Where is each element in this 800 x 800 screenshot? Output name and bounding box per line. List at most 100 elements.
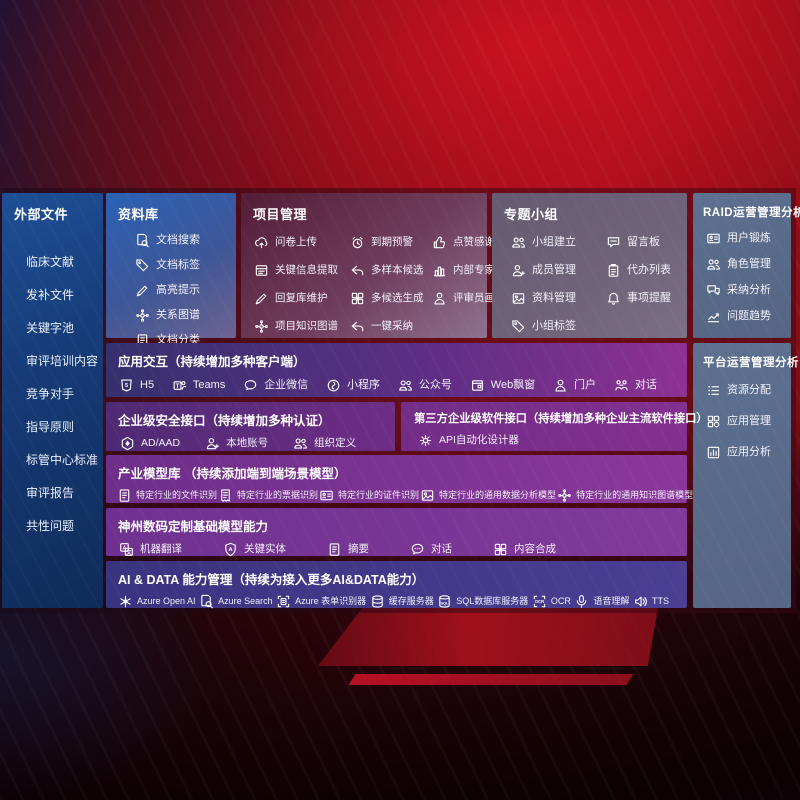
client-item[interactable]: Web飘窗 (469, 377, 535, 393)
feature-item[interactable]: 代办列表 (605, 262, 683, 278)
service-label: SQL数据库服务器 (456, 595, 529, 606)
sidebar-item[interactable]: 审评报告 (26, 483, 103, 504)
auth-item[interactable]: 本地账号 (204, 435, 268, 451)
feature-item[interactable]: 留言板 (605, 234, 683, 250)
feature-item[interactable]: 文档分类 (134, 332, 236, 348)
model-item[interactable]: 特定行业的通用知识图谱模型 (556, 487, 693, 503)
model-item[interactable]: 特定行业的证件识别 (318, 487, 419, 503)
service-item[interactable]: TTS (632, 593, 669, 609)
capability-label: 对话 (431, 542, 452, 555)
feature-item[interactable]: 关键信息提取 (253, 262, 349, 278)
feature-item[interactable]: 文档标签 (134, 257, 236, 273)
feature-item[interactable]: 资源分配 (705, 382, 791, 398)
feature-item[interactable]: 用户锻炼 (705, 230, 791, 246)
receipt-icon (217, 487, 234, 503)
model-item[interactable]: 特定行业的文件识别 (116, 487, 217, 503)
client-label: 公众号 (418, 378, 452, 391)
model-item[interactable]: 特定行业的通用数据分析模型 (419, 487, 556, 503)
client-item[interactable]: 企业微信 (242, 377, 308, 393)
feature-item[interactable]: 到期预警 (349, 234, 431, 250)
thirdparty-interface-title: 第三方企业级软件接口（持续增加多种企业主流软件接口） (414, 413, 708, 425)
service-item[interactable]: SQL SQL数据库服务器 (436, 593, 528, 609)
feature-item[interactable]: 一键采纳 (349, 318, 431, 334)
client-item[interactable]: T Teams (171, 377, 225, 393)
capability-item[interactable]: A 关键实体 (222, 541, 286, 557)
feature-label: 事项提醒 (627, 291, 671, 304)
doc-icon (326, 541, 343, 557)
feature-item[interactable]: 高亮提示 (134, 282, 236, 298)
service-item[interactable]: OCR OCR (531, 593, 571, 609)
sidebar-item[interactable]: 共性问题 (26, 516, 103, 537)
feature-item[interactable]: 多候选生成 (349, 290, 431, 306)
feature-item[interactable]: 采纳分析 (705, 282, 791, 298)
feature-label: 问题趋势 (727, 309, 771, 322)
sidebar-item-label: 临床文献 (26, 255, 75, 269)
client-item[interactable]: 公众号 (397, 377, 452, 393)
feature-item[interactable]: 成员管理 (510, 262, 605, 278)
service-item[interactable]: 缓存服务器 (369, 593, 434, 609)
feature-item[interactable]: 多样本候选 (349, 262, 431, 278)
library-panel: 资料库 文档搜索 文档标签 高亮提示 关系图谱 文档分类 (106, 193, 236, 347)
svg-text:A: A (123, 545, 127, 551)
feature-item[interactable]: 小组标签 (510, 318, 605, 334)
feature-item[interactable]: 关系图谱 (134, 307, 236, 323)
model-item[interactable]: 特定行业的票据识别 (217, 487, 318, 503)
form-recognizer-icon (275, 593, 292, 609)
feature-item[interactable]: 问题趋势 (705, 308, 791, 324)
feature-item[interactable]: 应用管理 (705, 413, 791, 429)
client-label: 对话 (634, 378, 657, 391)
sidebar-item[interactable]: 发补文件 (26, 285, 103, 306)
sidebar-item-label: 关键字池 (26, 321, 75, 335)
feature-item[interactable]: 文档搜索 (134, 232, 236, 248)
service-item[interactable]: Azure Open AI (117, 593, 196, 609)
service-item[interactable]: Azure Search (198, 593, 273, 609)
topic-group-title: 专题小组 (504, 207, 559, 222)
client-item[interactable]: 小程序 (325, 377, 380, 393)
integration-item[interactable]: API自动化设计器 (417, 432, 519, 448)
network-icon (134, 307, 151, 323)
client-item[interactable]: 对话 (613, 377, 657, 393)
feature-label: 资源分配 (727, 383, 771, 396)
feature-label: 文档标签 (156, 258, 200, 271)
service-item[interactable]: Azure 表单识别器 (275, 593, 366, 609)
service-item[interactable]: 语音理解 (573, 593, 629, 609)
sidebar-item[interactable]: 关键字池 (26, 318, 103, 339)
gear-icon (417, 432, 434, 448)
feature-item[interactable]: 问卷上传 (253, 234, 349, 250)
platform-ops-list: 资源分配 应用管理 应用分析 (693, 370, 791, 460)
client-item[interactable]: 5 H5 (118, 377, 154, 393)
feature-item[interactable]: 应用分析 (705, 444, 791, 460)
feature-item[interactable]: 角色管理 (705, 256, 791, 272)
capability-item[interactable]: 摘要 (326, 541, 369, 557)
id-card-icon (318, 487, 335, 503)
feature-item[interactable]: 项目知识图谱 (253, 318, 349, 334)
feature-item[interactable]: 事项提醒 (605, 290, 683, 306)
reply-icon (349, 318, 366, 334)
capability-item[interactable]: 对话 (409, 541, 452, 557)
platform-ops-title: 平台运营管理分析 (703, 357, 799, 369)
sidebar-item[interactable]: 指导原则 (26, 417, 103, 438)
feature-item[interactable]: 小组建立 (510, 234, 605, 250)
sidebar-item[interactable]: 审评培训内容 (26, 351, 103, 372)
sidebar-item[interactable]: 临床文献 (26, 252, 103, 273)
feature-label: 回复库维护 (275, 291, 328, 304)
feature-item[interactable]: 资料管理 (510, 290, 605, 306)
auth-item[interactable]: AD/AAD (119, 435, 180, 451)
feature-label: 小组标签 (532, 319, 576, 332)
feature-item[interactable]: 回复库维护 (253, 290, 349, 306)
feature-item[interactable]: 点赞感谢 (431, 234, 516, 250)
auth-item[interactable]: 组织定义 (292, 435, 356, 451)
base-model-title: 神州数码定制基础模型能力 (118, 520, 269, 534)
rank-icon (431, 262, 448, 278)
svg-text:5: 5 (125, 383, 128, 389)
integration-label: API自动化设计器 (439, 433, 519, 446)
app-interaction-list: 5 H5 T Teams 企业微信 小程序 公众号 Web飘窗 (106, 370, 687, 393)
capability-item[interactable]: 内容合成 (492, 541, 556, 557)
ad-icon (119, 435, 136, 451)
sidebar-item[interactable]: 标管中心标准 (26, 450, 103, 471)
client-label: 小程序 (347, 378, 381, 391)
client-item[interactable]: 门户 (552, 377, 596, 393)
feature-label: 关键信息提取 (275, 263, 338, 276)
sidebar-item[interactable]: 竞争对手 (26, 384, 103, 405)
